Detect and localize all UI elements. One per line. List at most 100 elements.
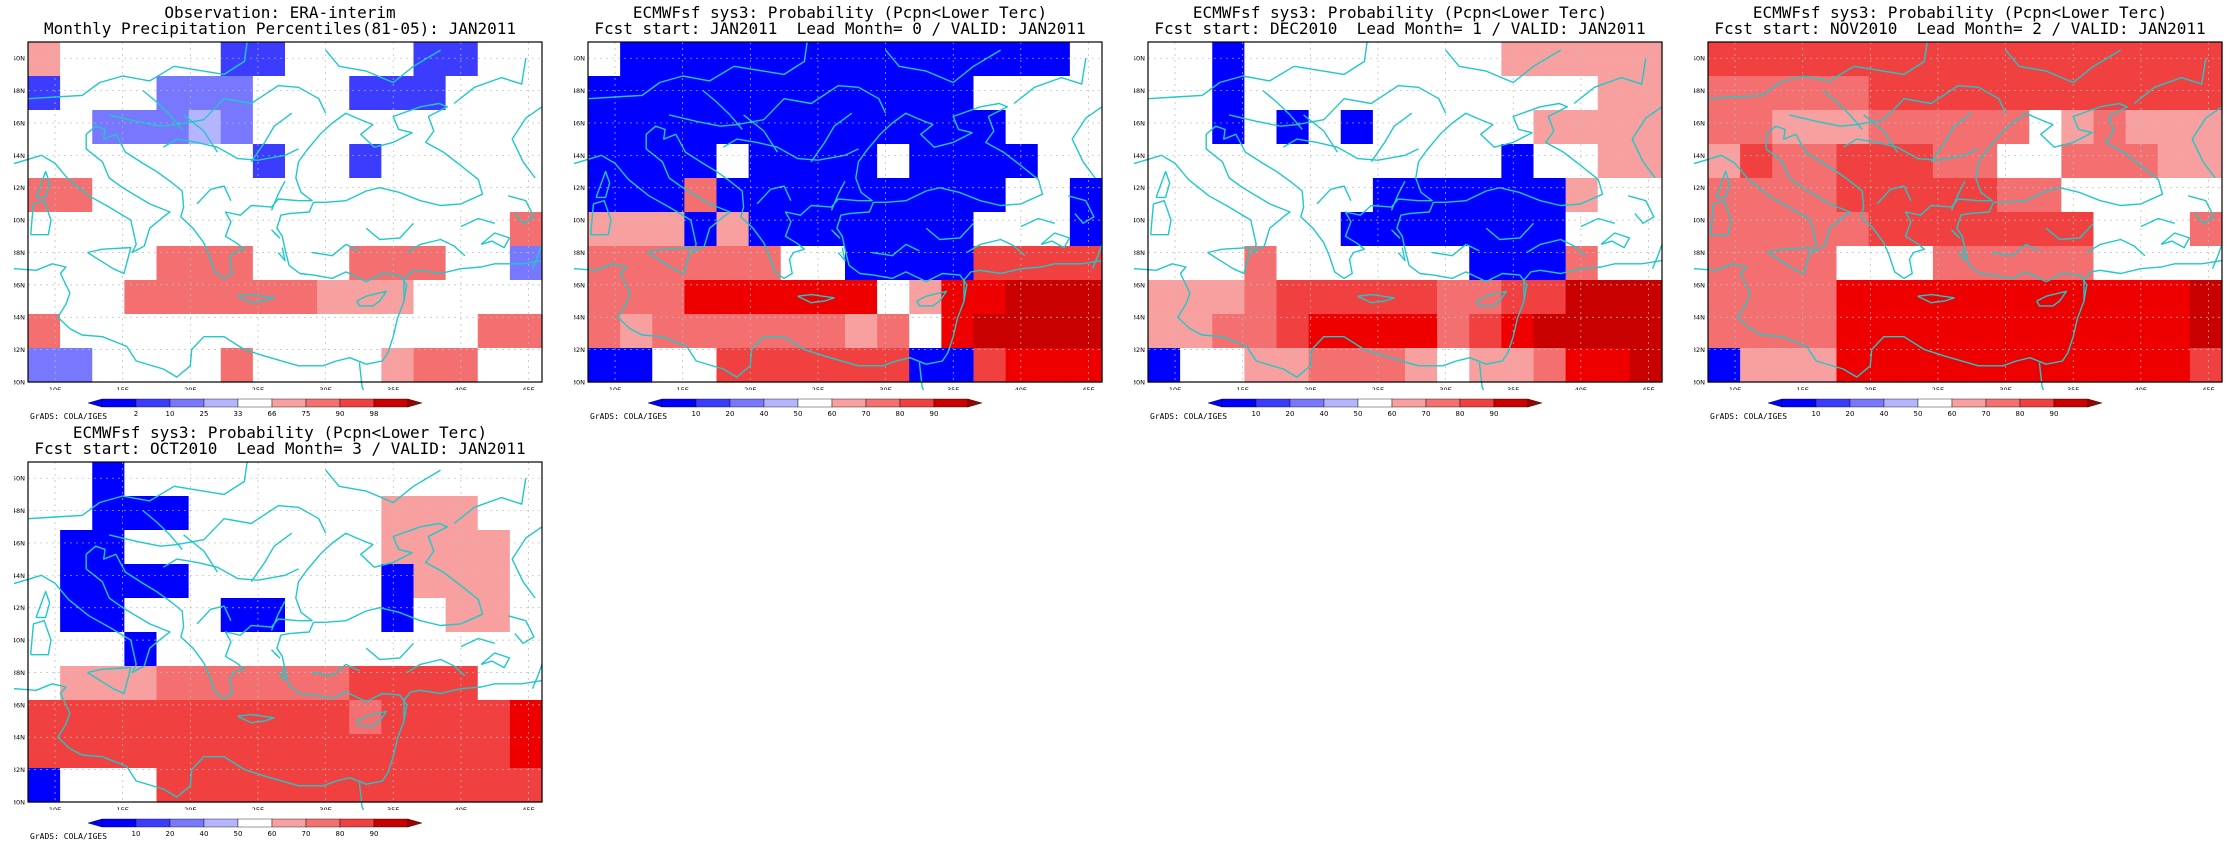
- grid-cell: [1069, 314, 1103, 349]
- grid-cell: [1965, 280, 1998, 315]
- colorbar-segment: [1917, 398, 1953, 408]
- coastline: [1950, 180, 1966, 211]
- grid-cell: [1340, 314, 1374, 349]
- grid-cell: [317, 76, 350, 111]
- coastline: [196, 185, 232, 205]
- grid-cell: [748, 280, 782, 315]
- coastline: [810, 112, 853, 163]
- coastline: [574, 102, 1044, 280]
- coastline: [2133, 58, 2207, 105]
- grid-cell: [1469, 212, 1502, 247]
- grid-cell: [1997, 110, 2030, 145]
- grid-cell: [1804, 76, 1838, 111]
- coastline: [480, 652, 511, 669]
- grid-cell: [2125, 348, 2159, 383]
- grid-cell: [780, 144, 814, 179]
- grid-cell: [477, 212, 511, 247]
- lon-tick-label: 15E: [676, 386, 688, 390]
- lat-tick-label: 38N: [1694, 249, 1705, 257]
- grid-cell: [941, 212, 975, 247]
- lat-tick-label: 30N: [14, 379, 25, 387]
- grid-cell: [349, 212, 382, 247]
- lat-tick-label: 46N: [574, 119, 585, 127]
- grid-cell: [1340, 178, 1374, 213]
- colorbar-label: 33: [234, 410, 243, 418]
- lon-tick-label: 35E: [947, 386, 959, 390]
- colorbar-segment: [135, 398, 171, 408]
- lon-tick-label: 10E: [609, 386, 621, 390]
- coastline: [885, 49, 1001, 84]
- grid-cell: [381, 496, 415, 531]
- grid-cell: [1180, 144, 1213, 179]
- map-panel-lead-2: ECMWFsf sys3: Probability (Pcpn<Lower Te…: [1680, 0, 2240, 421]
- lat-tick-label: 32N: [1694, 346, 1705, 354]
- grid-cell: [941, 144, 975, 179]
- grid-cell: [1868, 348, 1902, 383]
- colorbar-segment: [135, 818, 171, 828]
- grid-cell: [1005, 110, 1039, 145]
- grid-cell: [381, 42, 415, 77]
- coastline: [1155, 170, 1171, 199]
- lon-tick-label: 25E: [1932, 386, 1944, 390]
- grid-cell: [509, 700, 543, 735]
- grid-cell: [92, 700, 125, 735]
- grid-cell: [1244, 110, 1278, 145]
- grid-cell: [509, 144, 543, 179]
- grid-cell: [1212, 76, 1245, 111]
- colorbar-segment: [933, 398, 969, 408]
- coastline: [1631, 106, 1663, 179]
- coastline: [966, 238, 1026, 257]
- grid-cell: [220, 496, 254, 531]
- colorbar-segment: [1849, 398, 1885, 408]
- colorbar-segment: [695, 398, 731, 408]
- grid-cell: [1501, 348, 1535, 383]
- grid-cell: [941, 280, 975, 315]
- lon-tick-label: 40E: [2135, 386, 2147, 390]
- grid-cell: [1469, 76, 1502, 111]
- grid-cell: [1868, 110, 1902, 145]
- grid-cell: [909, 178, 942, 213]
- grid-cell: [1437, 110, 1470, 145]
- grid-cell: [1565, 280, 1599, 315]
- grid-cell: [285, 314, 318, 349]
- coastline: [1040, 232, 1071, 249]
- grid-cell: [2029, 348, 2062, 383]
- grid-cell: [1308, 76, 1342, 111]
- lon-tick-label: 45E: [522, 806, 534, 810]
- grid-cell: [124, 280, 158, 315]
- grid-cell: [60, 462, 93, 497]
- grid-cell: [1708, 246, 1741, 281]
- lon-tick-label: 25E: [252, 386, 264, 390]
- grid-cell: [1565, 178, 1599, 213]
- colorbar-arrow-left: [88, 398, 103, 408]
- coastline: [87, 666, 132, 695]
- colorbar-segment: [1289, 398, 1325, 408]
- colorbar-label: 40: [1320, 410, 1329, 418]
- grid-cell: [877, 314, 910, 349]
- grid-cell: [1772, 76, 1805, 111]
- grid-cell: [1148, 42, 1181, 77]
- colorbar-label: 90: [336, 410, 345, 418]
- grid-cell: [845, 144, 878, 179]
- grid-cell: [285, 496, 318, 531]
- grid-cell: [1708, 76, 1741, 111]
- grid-cell: [1997, 314, 2030, 349]
- grid-cell: [2093, 178, 2127, 213]
- grid-cell: [445, 110, 479, 145]
- grid-cell: [28, 314, 61, 349]
- grid-cell: [845, 178, 878, 213]
- grid-cell: [716, 42, 750, 77]
- grid-cell: [1533, 348, 1567, 383]
- grid-cell: [812, 110, 846, 145]
- grid-cell: [1276, 246, 1310, 281]
- grid-cell: [1629, 110, 1663, 145]
- colorbar-label: 80: [336, 830, 345, 838]
- grid-cell: [317, 564, 350, 599]
- grid-cell: [28, 768, 61, 803]
- grid-cell: [92, 462, 125, 497]
- grid-cell: [1533, 280, 1567, 315]
- grid-cell: [445, 598, 479, 633]
- grid-cell: [1997, 246, 2030, 281]
- colorbar-label: 10: [166, 410, 175, 418]
- coastline: [2160, 232, 2191, 249]
